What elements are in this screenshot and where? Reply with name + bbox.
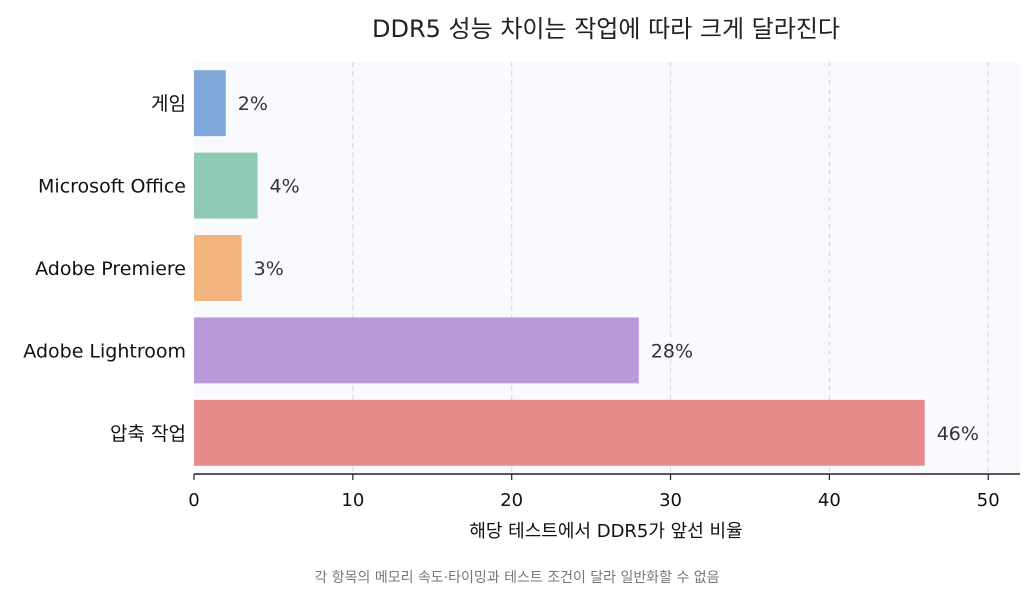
- value-label: 2%: [238, 93, 268, 115]
- x-tick-label: 40: [818, 490, 841, 511]
- value-label: 4%: [270, 176, 300, 198]
- bar: [194, 399, 925, 466]
- footnote: 각 항목의 메모리 속도·타이밍과 테스트 조건이 달라 일반화할 수 없음: [314, 570, 719, 586]
- x-axis-ticks: 0 10 20 30 40 50: [188, 474, 1000, 511]
- x-tick-label: 0: [188, 490, 199, 511]
- category-label: Adobe Lightroom: [23, 340, 186, 362]
- value-label: 3%: [254, 258, 284, 280]
- value-label: 28%: [651, 340, 693, 362]
- bars-group: [194, 70, 925, 466]
- category-label: 압축 작업: [110, 423, 186, 445]
- x-tick-label: 30: [659, 490, 682, 511]
- chart-title: DDR5 성능 차이는 작업에 따라 크게 달라진다: [372, 15, 840, 43]
- bar: [194, 152, 258, 219]
- value-labels: 2% 4% 3% 28% 46%: [238, 93, 979, 445]
- category-label: 게임: [151, 93, 186, 115]
- bar: [194, 235, 242, 301]
- category-label: Microsoft Office: [38, 176, 186, 198]
- bar: [194, 70, 226, 137]
- value-label: 46%: [937, 423, 979, 445]
- x-tick-label: 20: [500, 490, 523, 511]
- x-axis-title: 해당 테스트에서 DDR5가 앞선 비율: [469, 521, 742, 542]
- x-tick-label: 10: [341, 490, 364, 511]
- category-labels: 게임 Microsoft Office Adobe Premiere Adobe Li…: [23, 93, 186, 445]
- x-tick-label: 50: [977, 490, 1000, 511]
- category-label: Adobe Premiere: [35, 258, 186, 280]
- bar: [194, 317, 639, 384]
